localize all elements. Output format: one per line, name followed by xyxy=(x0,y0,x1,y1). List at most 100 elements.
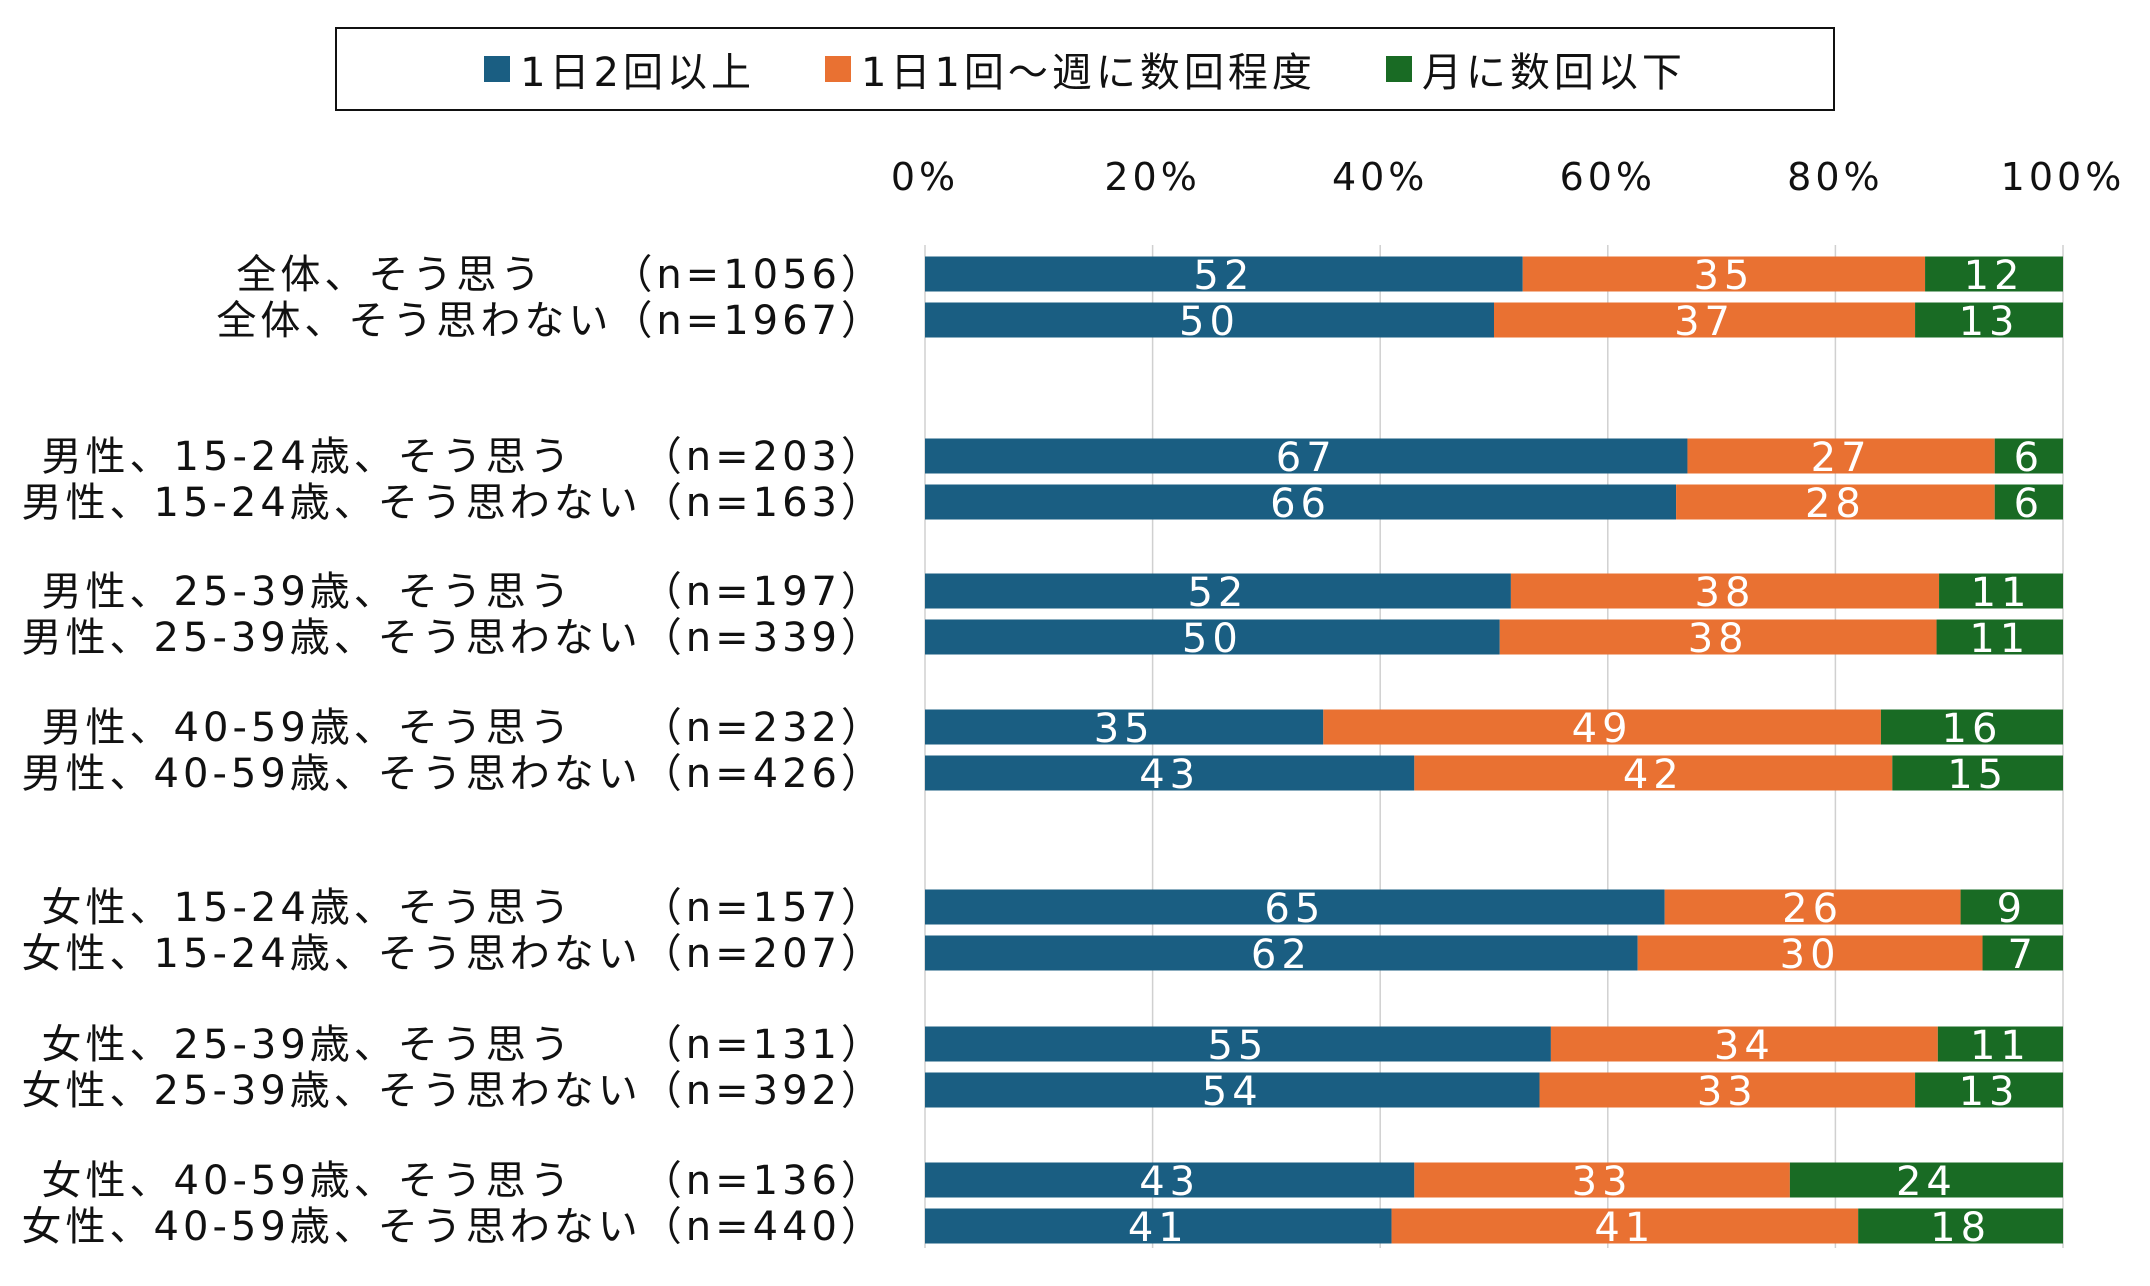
data-label-series-1: 54 xyxy=(1202,1069,1263,1115)
category-label: 全体、そう思う （n=1056） xyxy=(236,252,885,298)
data-label-series-2: 28 xyxy=(1805,481,1866,527)
category-label: 女性、15-24歳、そう思う （n=157） xyxy=(42,885,885,931)
bar-segment-series-3 xyxy=(1915,1072,2063,1108)
data-label-series-3: 6 xyxy=(2014,481,2044,527)
bar-segment-series-3 xyxy=(1994,438,2063,474)
data-label-series-2: 37 xyxy=(1674,299,1735,345)
data-label-series-1: 52 xyxy=(1193,253,1254,299)
bar-segment-series-3 xyxy=(1936,619,2063,655)
bar-segment-series-1 xyxy=(925,1208,1392,1244)
bar-segment-series-3 xyxy=(1939,573,2063,609)
data-label-series-2: 38 xyxy=(1695,570,1756,616)
legend-item-series-1: 1日2回以上 xyxy=(484,40,755,98)
bar-segment-series-2 xyxy=(1414,755,1893,791)
bar-segment-series-1 xyxy=(925,935,1638,971)
data-label-series-2: 26 xyxy=(1782,886,1843,932)
bar-segment-series-1 xyxy=(925,1162,1415,1198)
data-label-series-3: 24 xyxy=(1896,1159,1957,1205)
bar-segment-series-1 xyxy=(925,484,1677,520)
bar-segment-series-3 xyxy=(1858,1208,2063,1244)
data-label-series-3: 11 xyxy=(1971,570,2032,616)
bar-segment-series-1 xyxy=(925,755,1415,791)
category-label: 男性、25-39歳、そう思う （n=197） xyxy=(42,569,885,615)
bar-segment-series-2 xyxy=(1494,302,1916,338)
bar-segment-series-3 xyxy=(1994,484,2063,520)
data-label-series-3: 9 xyxy=(1997,886,2027,932)
bar-segment-series-1 xyxy=(925,889,1665,925)
bar-segment-series-2 xyxy=(1539,1072,1916,1108)
x-tick-label: 20% xyxy=(1104,155,1200,199)
data-label-series-1: 62 xyxy=(1251,932,1312,978)
data-label-series-2: 49 xyxy=(1572,706,1633,752)
bar-segment-series-2 xyxy=(1522,256,1926,292)
category-label: 女性、40-59歳、そう思う （n=136） xyxy=(42,1158,885,1204)
x-tick-label: 100% xyxy=(2001,155,2126,199)
bar-segment-series-3 xyxy=(1880,709,2063,745)
legend-swatch-series-2 xyxy=(825,56,851,82)
bar-segment-series-1 xyxy=(925,619,1500,655)
bar-segment-series-3 xyxy=(1789,1162,2063,1198)
data-label-series-1: 65 xyxy=(1264,886,1325,932)
category-label: 女性、15-24歳、そう思わない（n=207） xyxy=(22,931,885,977)
data-label-series-3: 13 xyxy=(1959,299,2020,345)
data-label-series-3: 11 xyxy=(1970,1023,2031,1069)
category-label: 女性、40-59歳、そう思わない（n=440） xyxy=(22,1204,885,1250)
data-label-series-1: 35 xyxy=(1094,706,1155,752)
bar-segment-series-2 xyxy=(1510,573,1940,609)
x-tick-label: 80% xyxy=(1787,155,1883,199)
bar-segment-series-3 xyxy=(1982,935,2063,971)
bar-segment-series-1 xyxy=(925,438,1688,474)
category-label: 男性、40-59歳、そう思う （n=232） xyxy=(42,705,885,751)
data-label-series-2: 42 xyxy=(1623,752,1684,798)
data-label-series-2: 41 xyxy=(1594,1205,1655,1251)
bar-segment-series-1 xyxy=(925,709,1324,745)
bar-segment-series-1 xyxy=(925,256,1523,292)
data-label-series-3: 12 xyxy=(1964,253,2025,299)
data-label-series-2: 35 xyxy=(1693,253,1754,299)
bar-segment-series-2 xyxy=(1414,1162,1790,1198)
legend-swatch-series-3 xyxy=(1385,56,1412,82)
bar-segment-series-2 xyxy=(1323,709,1881,745)
category-label: 女性、25-39歳、そう思う （n=131） xyxy=(42,1022,885,1068)
data-label-series-3: 15 xyxy=(1947,752,2008,798)
data-label-series-1: 50 xyxy=(1182,616,1243,662)
data-label-series-1: 43 xyxy=(1139,752,1200,798)
bar-segment-series-2 xyxy=(1391,1208,1859,1244)
data-label-series-3: 18 xyxy=(1930,1205,1991,1251)
data-label-series-3: 11 xyxy=(1969,616,2030,662)
data-label-series-2: 33 xyxy=(1697,1069,1758,1115)
data-label-series-1: 66 xyxy=(1270,481,1331,527)
category-label: 全体、そう思わない（n=1967） xyxy=(216,298,885,344)
data-label-series-1: 67 xyxy=(1276,435,1337,481)
data-label-series-2: 30 xyxy=(1780,932,1841,978)
bar-segment-series-1 xyxy=(925,1026,1551,1062)
x-tick-label: 40% xyxy=(1332,155,1428,199)
legend-item-series-3: 月に数回以下 xyxy=(1385,40,1686,98)
bar-segment-series-2 xyxy=(1637,935,1983,971)
legend-label-series-2: 1日1回～週に数回程度 xyxy=(861,50,1316,96)
category-label: 男性、25-39歳、そう思わない（n=339） xyxy=(22,615,885,661)
bar-segment-series-3 xyxy=(1937,1026,2063,1062)
legend-item-series-2: 1日1回～週に数回程度 xyxy=(825,40,1316,98)
legend-label-series-1: 1日2回以上 xyxy=(520,50,755,96)
data-label-series-3: 7 xyxy=(2008,932,2038,978)
data-label-series-2: 34 xyxy=(1714,1023,1775,1069)
bar-segment-series-3 xyxy=(1925,256,2063,292)
bar-segment-series-1 xyxy=(925,302,1494,338)
category-label: 男性、15-24歳、そう思う （n=203） xyxy=(42,434,885,480)
legend-swatch-series-1 xyxy=(484,56,511,82)
data-label-series-1: 43 xyxy=(1139,1159,1200,1205)
data-label-series-3: 6 xyxy=(2014,435,2044,481)
data-label-series-2: 27 xyxy=(1811,435,1872,481)
category-label: 男性、40-59歳、そう思わない（n=426） xyxy=(22,751,885,797)
bar-segment-series-1 xyxy=(925,1072,1540,1108)
data-label-series-1: 50 xyxy=(1179,299,1240,345)
bar-segment-series-2 xyxy=(1499,619,1937,655)
bar-segment-series-2 xyxy=(1664,889,1961,925)
x-tick-label: 0% xyxy=(891,155,959,199)
bar-segment-series-1 xyxy=(925,573,1511,609)
bar-segment-series-3 xyxy=(1960,889,2063,925)
legend-label-series-3: 月に数回以下 xyxy=(1421,50,1686,96)
data-label-series-1: 41 xyxy=(1128,1205,1189,1251)
